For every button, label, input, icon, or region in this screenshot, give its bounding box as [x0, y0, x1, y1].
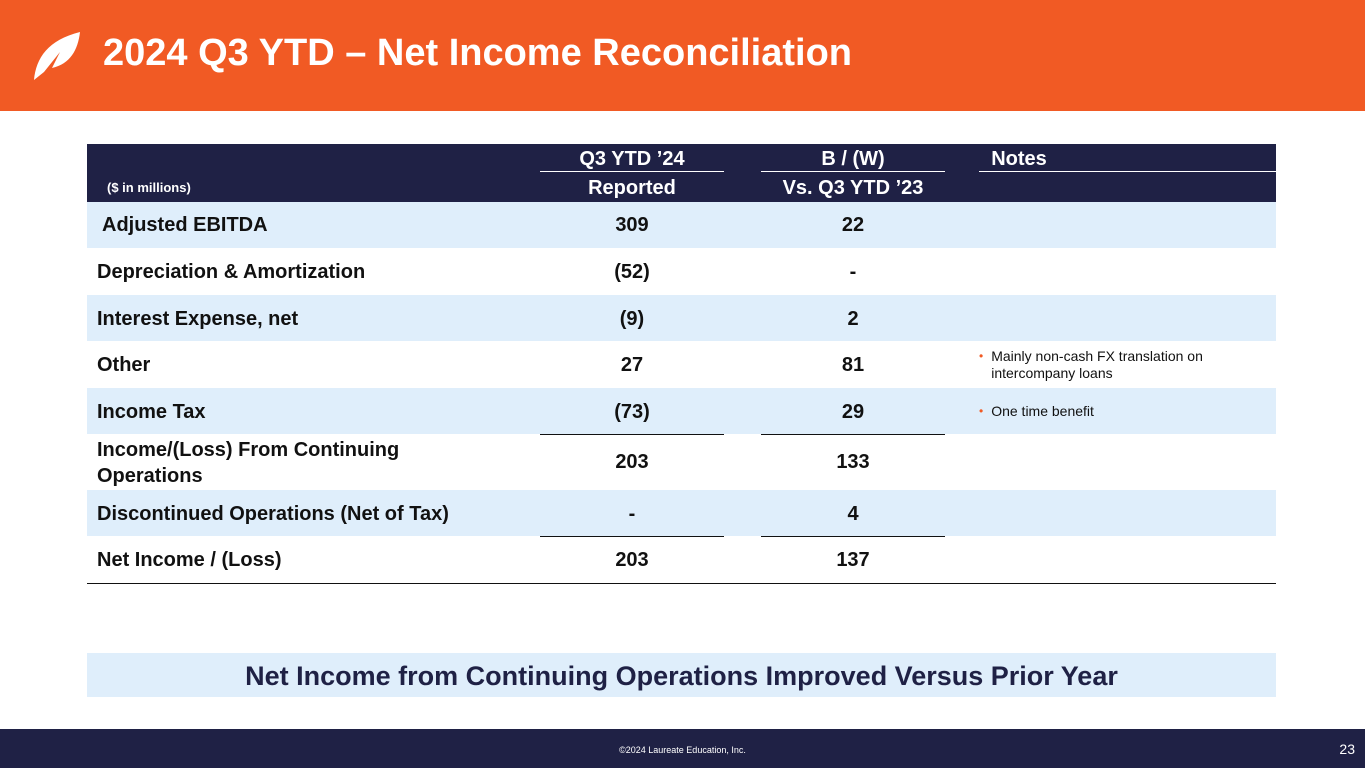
bullet-icon: • — [979, 349, 984, 363]
note-text: One time benefit — [991, 403, 1094, 419]
col-bw-bottom: Vs. Q3 YTD ’23 — [782, 177, 924, 199]
page-title: 2024 Q3 YTD – Net Income Reconciliation — [103, 32, 852, 74]
note-text: Mainly non-cash FX translation on interc… — [991, 348, 1203, 381]
table-row: Income/(Loss) From Continuing Operations… — [87, 434, 1276, 490]
row-bw: - — [849, 261, 857, 283]
table-header: ($ in millions) Q3 YTD ’24 Reported B / … — [87, 144, 1276, 202]
table-row: Adjusted EBITDA 309 22 — [87, 202, 1276, 248]
laureate-leaf-logo-icon — [34, 32, 80, 80]
row-bw: 22 — [841, 214, 865, 236]
row-reported: - — [628, 503, 636, 525]
row-reported: 203 — [615, 549, 649, 571]
col-reported-top: Q3 YTD ’24 — [579, 148, 685, 170]
page-number: 23 — [1339, 741, 1355, 757]
table-row: Other 27 81 • Mainly non-cash FX transla… — [87, 341, 1276, 388]
row-bw: 2 — [847, 308, 859, 330]
total-rule — [540, 536, 724, 537]
table-row: Discontinued Operations (Net of Tax) - 4 — [87, 490, 1276, 536]
table-row: Income Tax (73) 29 • One time benefit — [87, 388, 1276, 434]
col-notes-header: Notes — [991, 148, 1047, 170]
col-notes-divider — [979, 171, 1276, 172]
bullet-icon: • — [979, 404, 984, 418]
row-bw: 137 — [836, 549, 870, 571]
row-bw: 81 — [841, 354, 865, 376]
row-label: Income/(Loss) From Continuing Operations — [97, 439, 400, 487]
col-reported-divider — [540, 171, 724, 172]
row-label: Interest Expense, net — [97, 308, 299, 330]
subtotal-rule — [761, 434, 945, 435]
summary-banner: Net Income from Continuing Operations Im… — [87, 653, 1276, 697]
col-reported-bottom: Reported — [588, 177, 676, 199]
table-row: Depreciation & Amortization (52) - — [87, 248, 1276, 295]
table-row: Interest Expense, net (9) 2 — [87, 295, 1276, 341]
row-label: Depreciation & Amortization — [97, 261, 366, 283]
total-rule — [761, 536, 945, 537]
row-reported: (9) — [619, 308, 645, 330]
row-note: • Mainly non-cash FX translation on inte… — [979, 348, 1241, 382]
row-bw: 4 — [847, 503, 859, 525]
row-label: Adjusted EBITDA — [102, 214, 268, 236]
row-label: Other — [97, 354, 151, 376]
row-label: Net Income / (Loss) — [97, 549, 282, 571]
row-bw: 133 — [836, 451, 870, 473]
footer-bar: ©2024 Laureate Education, Inc. 23 — [0, 729, 1365, 768]
row-label: Discontinued Operations (Net of Tax) — [97, 503, 449, 525]
subtotal-rule — [540, 434, 724, 435]
row-reported: (52) — [614, 261, 650, 283]
row-reported: (73) — [614, 401, 650, 423]
row-reported: 27 — [620, 354, 644, 376]
col-bw-top: B / (W) — [821, 148, 885, 170]
table-row: Net Income / (Loss) 203 137 — [87, 536, 1276, 584]
header-bar: 2024 Q3 YTD – Net Income Reconciliation — [0, 0, 1365, 111]
units-label: ($ in millions) — [107, 180, 191, 195]
copyright-text: ©2024 Laureate Education, Inc. — [619, 745, 746, 755]
col-bw-divider — [761, 171, 945, 172]
row-reported: 203 — [615, 451, 649, 473]
row-reported: 309 — [615, 214, 649, 236]
row-label: Income Tax — [97, 401, 206, 423]
row-note: • One time benefit — [979, 403, 1241, 420]
row-bw: 29 — [841, 401, 865, 423]
